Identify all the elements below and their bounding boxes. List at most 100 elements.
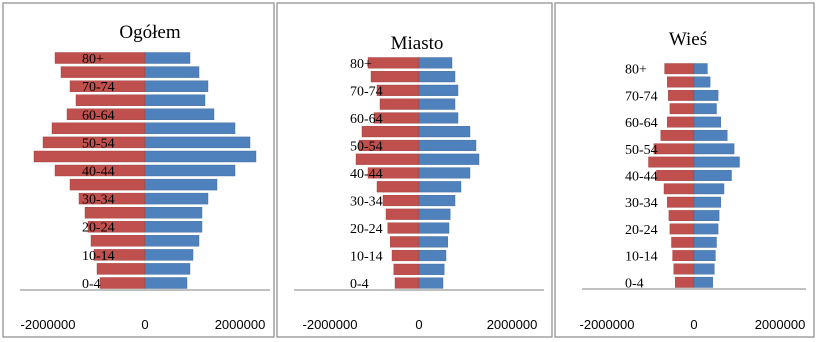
bar-left-25-29 [84,206,146,219]
bar-left-65-69 [379,98,420,110]
bar-left-35-39 [69,178,146,191]
bar-right-60-64 [693,116,721,128]
y-tick-labels: 0-4 10-14 20-24 30-34 40-44 50-54 60-64 70-74 80… [625,63,658,292]
bar-right-15-19 [144,235,200,247]
y-tick-label: 0-4 [625,276,644,291]
bar-right-70-74 [144,80,209,92]
bar-left-55-59 [660,129,695,141]
bar-left-45-49 [648,156,695,168]
bar-left-35-39 [663,183,695,195]
bar-right-25-29 [144,206,203,219]
bar-right-10-14 [693,250,716,261]
x-tick-label: -2000000 [303,317,358,332]
y-tick-label: 0-4 [82,277,101,292]
y-tick-label: 30-34 [350,195,383,210]
y-tick-label: 20-24 [625,223,658,238]
bar-right-65-69 [693,103,717,115]
bar-left-65-69 [75,94,146,106]
bar-right-40-44 [693,170,732,181]
bar-left-40-44 [656,170,695,181]
bar-right-55-59 [418,126,471,138]
bar-right-20-24 [418,222,450,234]
bar-right-35-39 [418,181,462,193]
y-tick-label: 50-54 [625,143,658,158]
y-tick-label: 60-64 [625,116,658,131]
bar-right-20-24 [693,223,719,235]
bar-right-0-4 [144,277,188,289]
chart-title: Miasto [391,33,444,54]
bar-right-50-54 [693,143,735,155]
x-tick-label: -2000000 [21,317,76,332]
bar-right-25-29 [418,208,451,220]
y-tick-label: 10-14 [625,250,658,265]
y-tick-label: 10-14 [350,250,383,265]
chart-title: Ogółem [119,22,180,43]
bar-right-60-64 [418,112,459,124]
bar-left-70-74 [376,84,420,96]
x-tick-label: -2000000 [580,317,635,332]
x-tick-label: 0 [415,317,422,332]
y-tick-label: 20-24 [82,221,115,236]
x-tick-label: 0 [141,317,148,332]
bar-right-35-39 [693,183,725,195]
bar-right-80+ [418,57,453,69]
chart-title: Wieś [669,29,707,50]
bar-left-70-74 [668,89,695,101]
y-tick-label: 70-74 [625,89,658,104]
bar-right-75-79 [418,71,456,83]
bar-right-80+ [144,52,191,64]
bar-left-20-24 [387,222,420,234]
y-tick-label: 10-14 [82,249,115,264]
y-tick-label: 50-54 [350,140,383,155]
x-tick-label: 2000000 [755,317,806,332]
bar-left-60-64 [667,116,695,128]
bar-right-40-44 [144,164,236,177]
chart-panel-wies: Wieś 0-4 10-14 20-24 30-34 40-44 50-54 60-64 70… [554,2,815,338]
y-tick-label: 20-24 [350,222,383,237]
y-tick-label: 50-54 [82,136,115,151]
bar-right-55-59 [144,122,236,135]
bar-left-50-54 [653,143,695,155]
bar-right-20-24 [144,221,203,233]
bar-left-55-59 [361,126,420,138]
y-tick-labels: 0-4 10-14 20-24 30-34 40-44 50-54 60-64 70-74 80… [350,57,383,292]
bar-left-45-49 [355,153,420,165]
bar-right-0-4 [693,276,713,288]
bar-left-10-14 [391,249,420,262]
bar-left-35-39 [376,181,420,193]
chart-panel-miasto: Miasto 0-4 10-14 20-24 30-34 40-44 50-54 60-64… [276,2,553,338]
bar-left-5-9 [393,263,420,275]
bar-left-0-4 [394,277,420,289]
bar-right-5-9 [418,263,445,275]
bar-left-75-79 [667,76,695,88]
x-tick-label: 2000000 [215,317,266,332]
bar-right-50-54 [144,136,251,149]
bar-left-20-24 [669,223,695,235]
bar-right-45-49 [693,156,740,168]
bar-left-15-19 [671,236,695,248]
bar-left-30-34 [667,196,695,208]
bar-left-75-79 [370,71,420,83]
bar-right-15-19 [693,236,717,248]
bar-right-80+ [693,63,708,75]
bar-right-0-4 [418,277,444,289]
bar-left-80+ [367,57,420,69]
bar-right-30-34 [418,194,456,207]
x-tick-label: 2000000 [487,317,538,332]
bar-right-75-79 [693,76,711,88]
bar-right-65-69 [144,94,206,106]
bar-right-45-49 [144,150,257,163]
bar-left-10-14 [672,250,695,261]
bar-right-70-74 [693,89,719,101]
y-tick-label: 40-44 [350,167,383,182]
bar-right-10-14 [144,249,194,261]
bar-left-25-29 [668,210,695,221]
bar-left-75-79 [60,66,146,78]
y-tick-label: 40-44 [82,165,115,180]
bar-left-25-29 [385,208,420,220]
bar-right-35-39 [144,178,218,191]
y-tick-label: 0-4 [350,277,369,292]
y-tick-label: 60-64 [350,112,383,127]
bar-right-30-34 [144,192,209,205]
